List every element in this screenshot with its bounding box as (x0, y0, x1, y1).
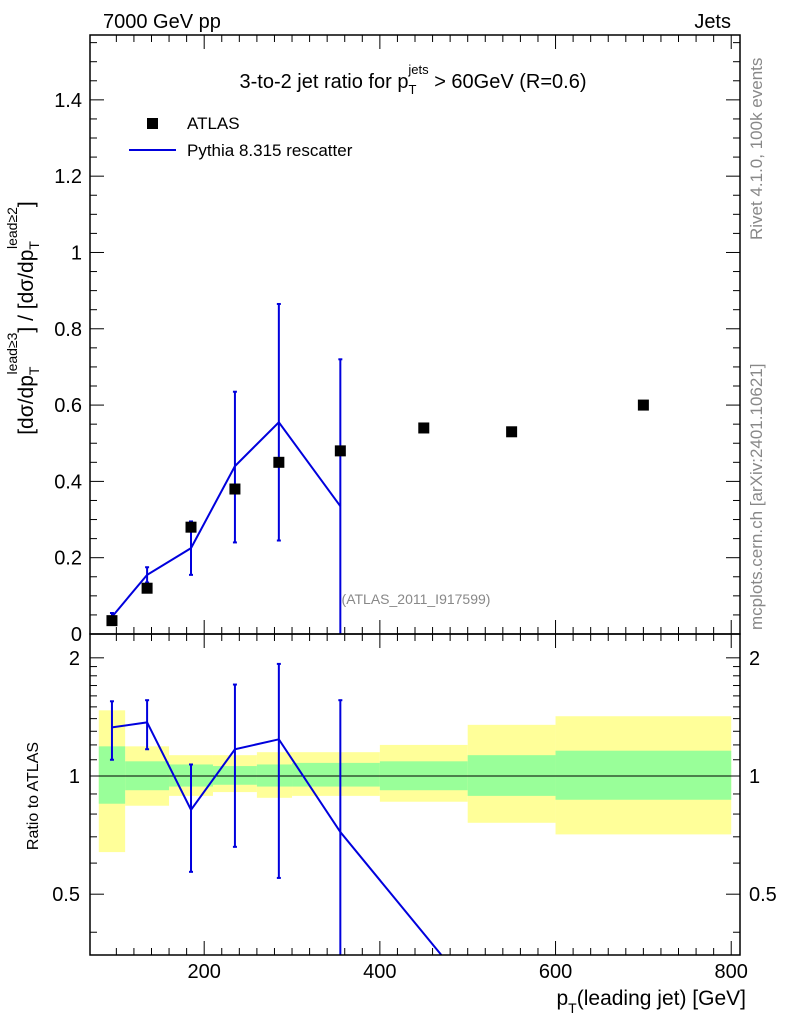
ratio-y-tick-label-left-0: 0.5 (52, 884, 80, 906)
pythia-ratio-series (109, 662, 443, 955)
legend-label-atlas: ATLAS (187, 114, 240, 133)
x-tick-label-400: 400 (363, 961, 396, 983)
x-tick-label-200: 200 (188, 961, 221, 983)
x-tick-label-800: 800 (715, 961, 748, 983)
ratio-bands (98, 710, 732, 853)
analysis-watermark: (ATLAS_2011_I917599) (342, 591, 491, 607)
pythia-line (111, 420, 342, 618)
y-tick-label-5: 1 (71, 242, 82, 264)
pythia-series (109, 302, 343, 634)
ratio-plot (90, 662, 740, 955)
y-tick-label-6: 1.2 (54, 166, 82, 188)
main-plot (106, 302, 649, 634)
y-tick-label-7: 1.4 (54, 90, 82, 112)
legend-label-pythia: Pythia 8.315 rescatter (187, 141, 353, 160)
atlas-point-0 (106, 615, 118, 627)
side-label-rivet: Rivet 4.1.0, 100k events (747, 58, 766, 240)
ratio-y-tick-label-left-1: 1 (69, 766, 80, 788)
atlas-point-7 (506, 426, 518, 438)
atlas-point-6 (418, 422, 430, 434)
y-tick-label-1: 0.2 (54, 548, 82, 570)
side-label-mcplots: mcplots.cern.ch [arXiv:2401.10621] (747, 364, 766, 630)
ratio-y-tick-label-left-2: 2 (69, 648, 80, 670)
legend-marker-atlas (147, 118, 158, 129)
atlas-point-5 (334, 445, 346, 457)
atlas-point-1 (141, 582, 153, 594)
ratio-y-tick-label-right-2: 2 (749, 648, 760, 670)
y-tick-label-0: 0 (71, 624, 82, 646)
x-axis-label: pT(leading jet) [GeV] (556, 987, 746, 1016)
y-tick-label-3: 0.6 (54, 395, 82, 417)
atlas-point-4 (273, 456, 285, 468)
y-axis-label: [dσ/dpTlead≥3] / [dσ/dpTlead≥2] (4, 201, 42, 435)
atlas-point-2 (185, 521, 197, 533)
ratio-y-axis-label: Ratio to ATLAS (25, 742, 42, 850)
atlas-series (106, 399, 649, 627)
ratio-y-tick-label-right-1: 1 (749, 766, 760, 788)
y-tick-label-2: 0.4 (54, 471, 82, 493)
y-tick-label-4: 0.8 (54, 319, 82, 341)
legend: ATLAS Pythia 8.315 rescatter (129, 114, 353, 160)
chart-title: 3-to-2 jet ratio for pTjets > 60GeV (R=0… (239, 62, 586, 97)
ratio-band-inner-5 (292, 762, 380, 787)
axis-ticks: 200 400 600 800 0 0.2 0.4 0.6 0.8 1 1.2 1.4 0.5 0.5 1 1… (52, 35, 777, 983)
ratio-band-inner-8 (555, 750, 732, 800)
x-tick-label-600: 600 (539, 961, 572, 983)
atlas-point-8 (637, 399, 649, 411)
ratio-y-tick-label-right-0: 0.5 (749, 884, 777, 906)
atlas-point-3 (229, 483, 241, 495)
header-right: Jets (694, 11, 731, 33)
header-left: 7000 GeV pp (103, 11, 221, 33)
